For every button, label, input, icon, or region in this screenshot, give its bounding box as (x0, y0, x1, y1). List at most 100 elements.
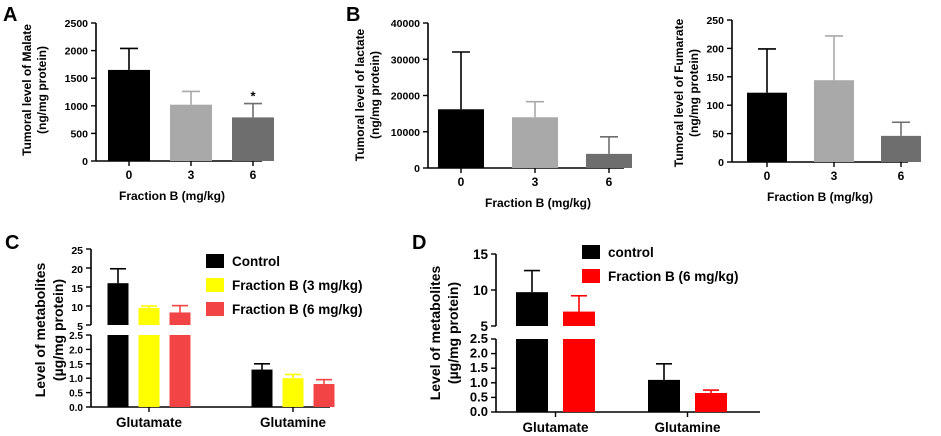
chart-d-ylabel-1: Level of metabolites (427, 265, 443, 400)
chart-d-category-label: Glutamate (522, 420, 589, 435)
chart-d-y-tick-label-upper: 15 (473, 247, 489, 262)
chart-malate-x-tick-label: 6 (250, 168, 257, 182)
chart-fumarate-ylabel-2: (ng/mg protein) (687, 49, 701, 137)
chart-malate-significance-star: * (250, 89, 256, 104)
chart-c-bar-lower (107, 335, 129, 407)
chart-c-y-tick-label-lower: 0.0 (69, 403, 83, 414)
chart-fumarate-bar-0 (747, 92, 787, 162)
chart-d-y-tick-label-lower: 1.0 (470, 375, 488, 390)
chart-c-bar-upper (169, 312, 191, 325)
chart-c-category-label: Glutamate (116, 415, 183, 430)
chart-d-bar-upper (516, 292, 548, 326)
chart-d-y-tick-label-lower: 1.5 (470, 360, 488, 375)
chart-lactate-y-tick-label: 40000 (391, 18, 420, 30)
chart-malate-y-tick-label: 0 (82, 156, 88, 168)
panel-letter-a: A (3, 4, 17, 26)
chart-d-y-tick-label-lower: 2.0 (470, 346, 488, 361)
chart-c-ylabel-1: Level of metabolites (32, 262, 48, 397)
chart-lactate-x-tick-label: 6 (606, 175, 613, 189)
chart-c-bar-upper (138, 307, 160, 325)
chart-c-bar-upper (107, 283, 129, 325)
chart-c-bar (251, 369, 273, 407)
chart-d-legend-swatch (582, 269, 600, 283)
chart-c-y-tick-label-lower: 2.5 (69, 331, 83, 342)
chart-lactate-bar-0 (438, 109, 484, 168)
chart-d-legend-label: Fraction B (6 mg/kg) (608, 269, 739, 284)
chart-malate-y-tick-label: 500 (70, 128, 88, 140)
chart-c-y-tick-label-lower: 0.5 (69, 389, 83, 400)
chart-malate-y-tick-label: 2500 (65, 18, 89, 30)
chart-d-bar-lower (516, 339, 548, 412)
chart-d-y-tick-label-lower: 0.5 (470, 389, 488, 404)
chart-d-bar-lower (563, 339, 595, 412)
chart-c-y-tick-label-upper: 20 (71, 264, 83, 276)
chart-lactate-xlabel: Fraction B (mg/kg) (485, 196, 591, 210)
chart-d-y-tick-label-lower: 2.5 (470, 331, 488, 346)
chart-d-y-tick-label-lower: 0.0 (470, 404, 488, 419)
panel-letter-c: C (5, 232, 19, 254)
chart-c-bar-lower (169, 335, 191, 407)
chart-fumarate-y-tick-label: 0 (718, 157, 724, 169)
chart-c-bar (313, 383, 335, 407)
chart-fumarate-bar-6 (881, 135, 921, 162)
chart-c-bar-lower (138, 335, 160, 407)
chart-d-bar-upper (563, 311, 595, 326)
chart-lactate: 0 10000 20000 30000 40000 0 3 6 (391, 18, 632, 189)
chart-fumarate-x-tick-label: 0 (764, 169, 771, 183)
panel-letter-b: B (346, 4, 360, 26)
chart-d-legend-label: control (608, 245, 654, 260)
chart-malate-ylabel-2: (ng/mg protein) (35, 46, 49, 134)
chart-malate-y-tick-label: 1000 (65, 101, 89, 113)
chart-c-legend-swatch (206, 254, 224, 268)
chart-malate-xlabel: Fraction B (mg/kg) (119, 189, 225, 203)
chart-fumarate: 0 50 100 150 200 250 0 3 6 (706, 15, 921, 183)
chart-fumarate-y-tick-label: 200 (706, 43, 724, 55)
chart-fumarate-x-tick-label: 3 (831, 169, 838, 183)
chart-fumarate-x-tick-label: 6 (898, 169, 905, 183)
chart-lactate-ylabel-1: Tumoral level of lactate (353, 28, 367, 161)
chart-lactate-bar-3 (512, 117, 558, 168)
chart-fumarate-y-tick-label: 100 (706, 100, 724, 112)
chart-lactate-x-tick-label: 0 (458, 175, 465, 189)
chart-c-legend-label: Fraction B (6 mg/kg) (232, 302, 363, 317)
chart-fumarate-bar-3 (814, 80, 854, 162)
chart-malate-bar-6 (232, 117, 274, 161)
chart-malate-ylabel-1: Tumoral level of Malate (20, 24, 34, 156)
chart-c-legend-swatch (206, 302, 224, 316)
chart-d-bar (648, 379, 680, 412)
chart-c-legend-label: Control (232, 254, 280, 269)
chart-c-bar (282, 378, 304, 407)
chart-metabolites-d: 5 10 15 0.00.51.01.52.02.5 Glutamate Glutamin… (470, 245, 760, 435)
chart-c-y-tick-label-upper: 25 (71, 245, 83, 257)
chart-lactate-y-tick-label: 0 (414, 163, 420, 175)
chart-lactate-y-tick-label: 10000 (391, 127, 420, 139)
panel-letter-d: D (412, 232, 426, 254)
chart-malate-y-tick-label: 1500 (65, 73, 89, 85)
chart-fumarate-y-tick-label: 50 (712, 129, 724, 141)
chart-lactate-bar-6 (586, 153, 632, 168)
chart-fumarate-ylabel-1: Tumoral level of Fumarate (672, 18, 686, 167)
chart-c-y-tick-label-lower: 2.0 (69, 345, 83, 356)
chart-fumarate-y-tick-label: 250 (706, 15, 724, 27)
chart-c-ylabel-2: (µg/mg protein) (50, 279, 66, 381)
chart-d-category-label: Glutamine (654, 420, 721, 435)
chart-d-bar (695, 393, 727, 412)
chart-c-legend-swatch (206, 278, 224, 292)
chart-c-y-tick-label-upper: 15 (71, 283, 83, 295)
chart-c-legend-label: Fraction B (3 mg/kg) (232, 278, 363, 293)
chart-lactate-x-tick-label: 3 (532, 175, 539, 189)
chart-lactate-ylabel-2: (ng/mg protein) (368, 51, 382, 139)
chart-fumarate-xlabel: Fraction B (mg/kg) (767, 190, 873, 204)
chart-d-y-tick-label-upper: 10 (473, 283, 488, 298)
chart-c-category-label: Glutamine (260, 415, 327, 430)
chart-d-y-tick-label-upper: 5 (480, 319, 488, 334)
chart-malate-bar-0 (108, 69, 150, 161)
chart-c-y-tick-label-lower: 1.5 (69, 360, 83, 371)
chart-c-y-tick-label-lower: 1.0 (69, 374, 83, 385)
chart-malate-y-tick-label: 2000 (65, 46, 89, 58)
chart-d-ylabel-2: (µg/mg protein) (445, 282, 461, 384)
chart-malate-x-tick-label: 3 (188, 168, 195, 182)
chart-lactate-y-tick-label: 30000 (391, 54, 420, 66)
